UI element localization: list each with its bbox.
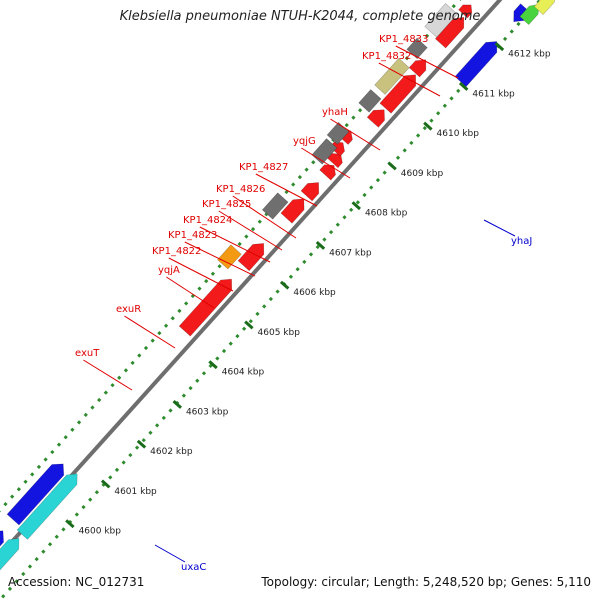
tick-mark	[494, 42, 505, 52]
tick-mark	[387, 161, 397, 171]
tick-label: 4610 kbp	[437, 129, 480, 139]
gene-label: exuR	[116, 304, 141, 315]
gene-feature	[319, 164, 336, 181]
gene-label: KP1_4825	[202, 199, 251, 210]
tick-label: 4602 kbp	[150, 447, 193, 457]
gene-feature	[408, 59, 427, 78]
tick-label: 4603 kbp	[186, 407, 229, 417]
gene-label-leader	[378, 62, 441, 97]
tick-mark	[351, 201, 361, 211]
gene-feature	[280, 198, 305, 224]
tick-label: 4606 kbp	[293, 288, 336, 298]
gene-feature	[237, 243, 265, 272]
gene-feature	[300, 182, 320, 202]
gene-label-leader	[83, 359, 133, 391]
tick-label: 4600 kbp	[79, 527, 122, 537]
gene-feature	[458, 4, 473, 19]
tick-mark	[208, 360, 218, 370]
gene-feature	[178, 278, 233, 337]
tick-mark	[279, 280, 290, 290]
gene-label: KP1_4822	[152, 246, 201, 257]
gene-feature	[217, 244, 242, 270]
gene-feature	[366, 109, 385, 128]
map-title: Klebsiella pneumoniae NTUH-K2044, comple…	[119, 9, 481, 24]
gene-label: yhaJ	[511, 236, 532, 247]
gene-label: KP1_4826	[216, 184, 265, 195]
tick-label: 4609 kbp	[401, 169, 444, 179]
gene-label-leader	[330, 118, 381, 151]
gene-feature	[0, 530, 4, 547]
genome-summary: Topology: circular; Length: 5,248,520 bp…	[261, 575, 591, 589]
tick-label: 4611 kbp	[472, 89, 515, 99]
tick-label: 4607 kbp	[329, 248, 372, 258]
tick-mark	[172, 399, 182, 409]
tick-mark	[458, 81, 469, 91]
gene-feature	[326, 121, 350, 145]
gene-label: yqjG	[293, 136, 316, 147]
tick-label: 4608 kbp	[365, 209, 408, 219]
tick-label: 4601 kbp	[114, 487, 157, 497]
gene-feature	[379, 74, 417, 114]
outer-dotted-track	[0, 0, 462, 513]
tick-mark	[244, 320, 254, 330]
tick-mark	[315, 240, 326, 250]
genome-backbone	[0, 0, 503, 558]
gene-label: exuT	[75, 348, 100, 359]
gene-feature	[16, 473, 78, 540]
gene-label: yhaH	[322, 107, 348, 118]
gene-feature	[6, 463, 65, 526]
gene-label-leader	[199, 226, 271, 263]
gene-feature	[434, 16, 465, 49]
gene-feature	[424, 2, 458, 38]
tick-mark	[100, 479, 111, 489]
gene-feature	[358, 89, 382, 113]
gene-label: KP1_4833	[379, 34, 428, 45]
gene-label: uxaC	[181, 562, 206, 573]
gene-label: KP1_4823	[168, 230, 217, 241]
gene-label-leader	[184, 241, 256, 277]
gene-feature	[327, 153, 343, 169]
gene-feature	[261, 192, 289, 220]
accession-text: Accession: NC_012731	[8, 575, 145, 589]
tick-mark	[423, 121, 433, 131]
gene-label-leader	[154, 544, 186, 563]
gene-label-leader	[395, 45, 459, 79]
gene-label-leader	[166, 276, 215, 309]
gene-label: KP1_4824	[183, 215, 232, 226]
gene-label: KP1_4832	[362, 51, 411, 62]
gene-label-leader	[124, 315, 176, 349]
gene-label-leader	[255, 173, 318, 207]
gene-feature	[454, 41, 498, 88]
gene-label-leader	[301, 147, 351, 179]
tick-label: 4612 kbp	[508, 50, 551, 60]
tick-mark	[136, 439, 147, 449]
gene-label: yqjA	[158, 265, 180, 276]
tick-mark	[65, 519, 75, 529]
gene-label-leader	[168, 257, 234, 292]
tick-label: 4605 kbp	[258, 328, 301, 338]
tick-label: 4604 kbp	[222, 368, 265, 378]
gene-feature	[533, 0, 555, 16]
gene-label-leader	[218, 210, 283, 251]
gene-label-leader	[232, 195, 297, 239]
gene-feature	[0, 538, 20, 571]
gene-label: KP1_4827	[239, 162, 288, 173]
gene-label-leader	[483, 219, 516, 237]
